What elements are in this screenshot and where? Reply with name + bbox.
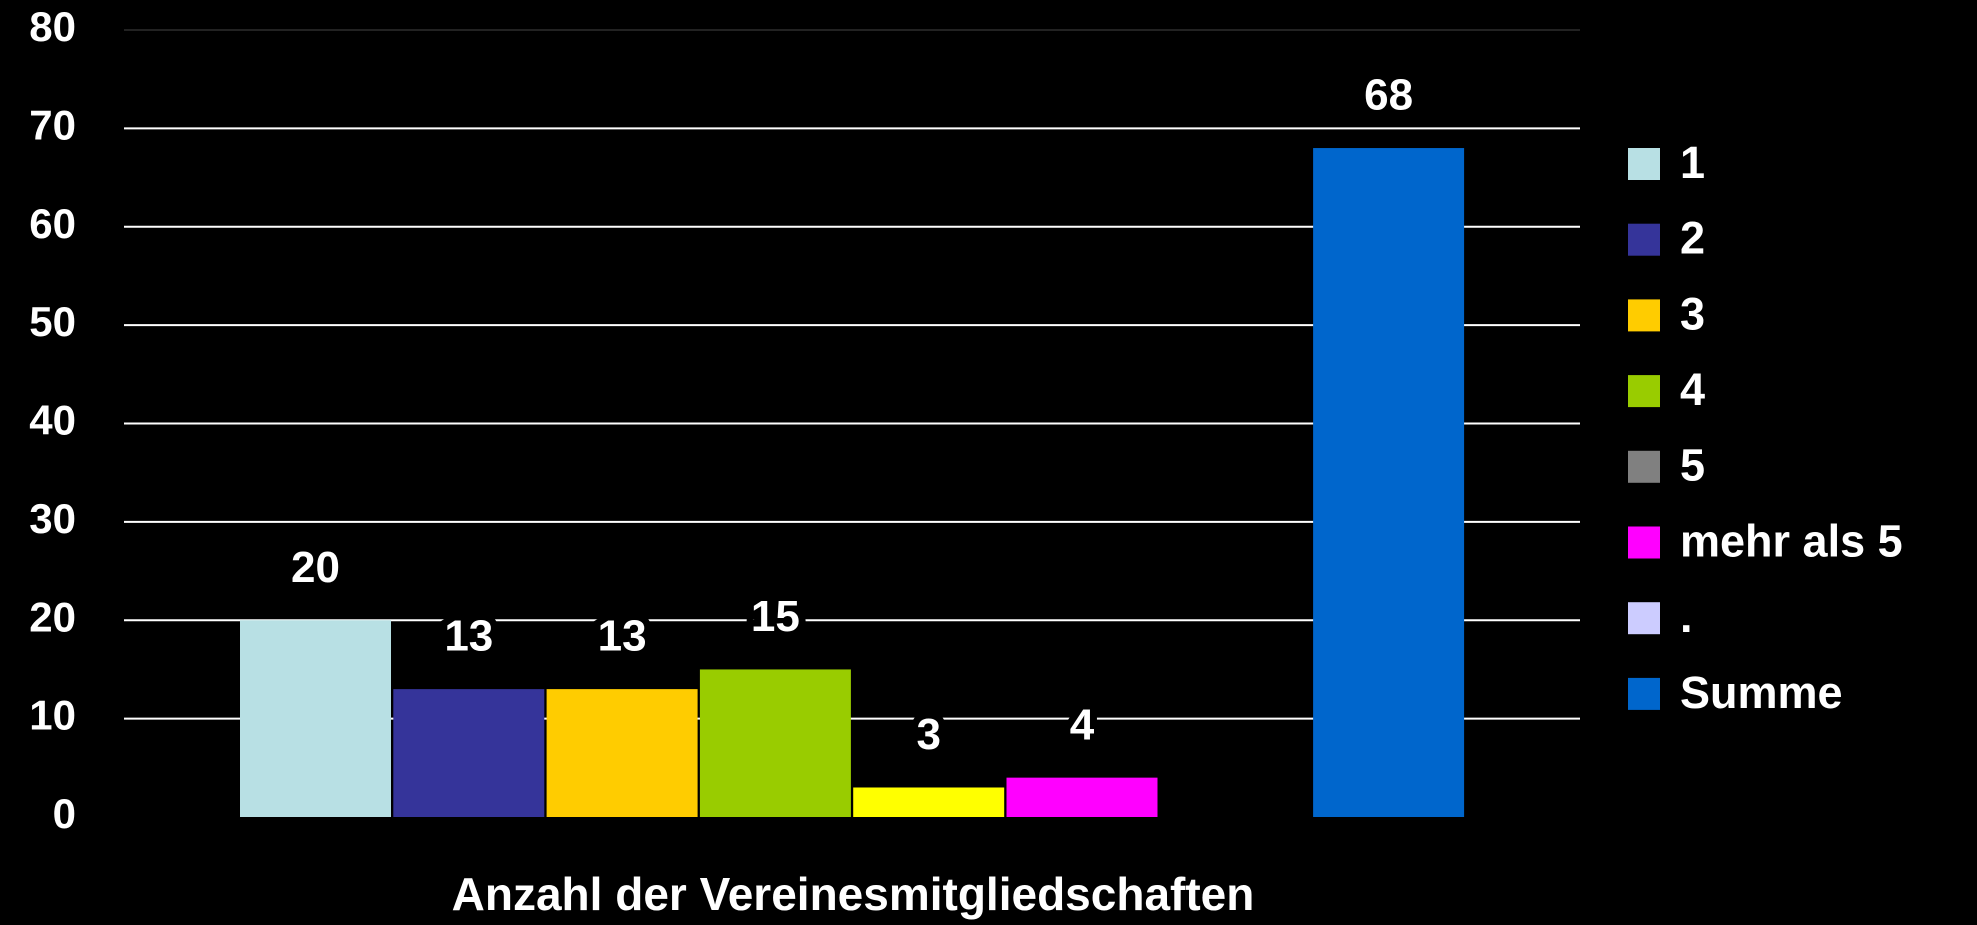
bar (853, 787, 1005, 817)
bar (1006, 777, 1158, 817)
y-tick-label: 10 (29, 692, 76, 739)
legend-swatch (1628, 375, 1660, 408)
legend-label: . (1680, 591, 1693, 642)
legend-swatch (1628, 526, 1660, 559)
y-tick-label: 60 (29, 200, 76, 247)
legend-label: 3 (1680, 288, 1705, 339)
y-tick-label: 80 (29, 3, 76, 50)
bar (1313, 148, 1465, 818)
legend-label: Summe (1680, 667, 1843, 718)
legend-swatch (1628, 677, 1660, 710)
data-label: 15 (751, 592, 800, 641)
legend-label: 2 (1680, 213, 1705, 264)
y-tick-label: 50 (29, 298, 76, 345)
y-tick-label: 70 (29, 101, 76, 148)
legend-label: 5 (1680, 440, 1705, 491)
x-axis-title: Anzahl der Vereinesmitgliedschaften (452, 868, 1255, 920)
data-label: 13 (598, 612, 647, 661)
data-label: 13 (444, 612, 493, 661)
bar (240, 620, 391, 817)
data-label: 3 (916, 710, 940, 759)
legend-label: 4 (1680, 364, 1705, 415)
y-tick-label: 40 (29, 397, 76, 444)
legend-swatch (1628, 148, 1660, 180)
legend-swatch (1628, 299, 1660, 332)
bar (393, 689, 545, 817)
legend-swatch (1628, 223, 1660, 256)
data-label: 20 (291, 543, 340, 592)
legend-label: mehr als 5 (1680, 515, 1903, 566)
legend-swatch (1628, 602, 1660, 635)
y-tick-label: 0 (53, 790, 76, 837)
legend-swatch (1628, 450, 1660, 483)
bar (546, 689, 698, 817)
data-label: 4 (1070, 700, 1095, 749)
y-tick-label: 20 (29, 593, 76, 640)
data-label: 68 (1364, 71, 1413, 120)
legend-label: 1 (1680, 137, 1705, 188)
y-tick-label: 30 (29, 495, 76, 542)
bar (699, 669, 851, 817)
